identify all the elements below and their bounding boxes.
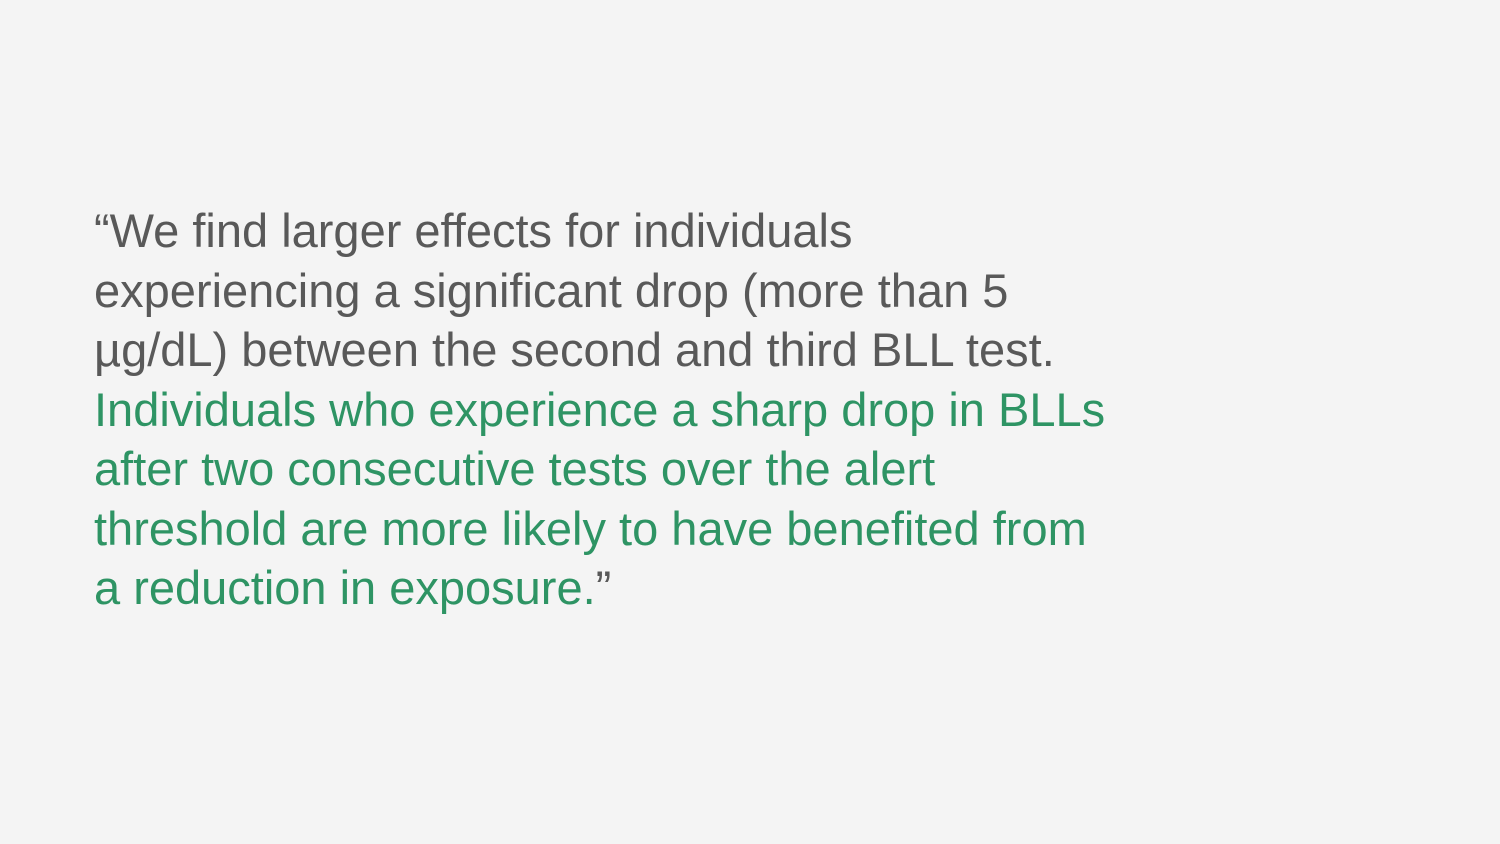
- quote-text: “We find larger effects for individuals …: [94, 201, 1124, 618]
- quote-highlight-text: Individuals who experience a sharp drop …: [94, 382, 1106, 615]
- quote-open-mark: “: [94, 204, 110, 257]
- quote-lead-text: We find larger effects for individuals e…: [94, 204, 1055, 376]
- quote-close-mark: ”: [595, 561, 612, 614]
